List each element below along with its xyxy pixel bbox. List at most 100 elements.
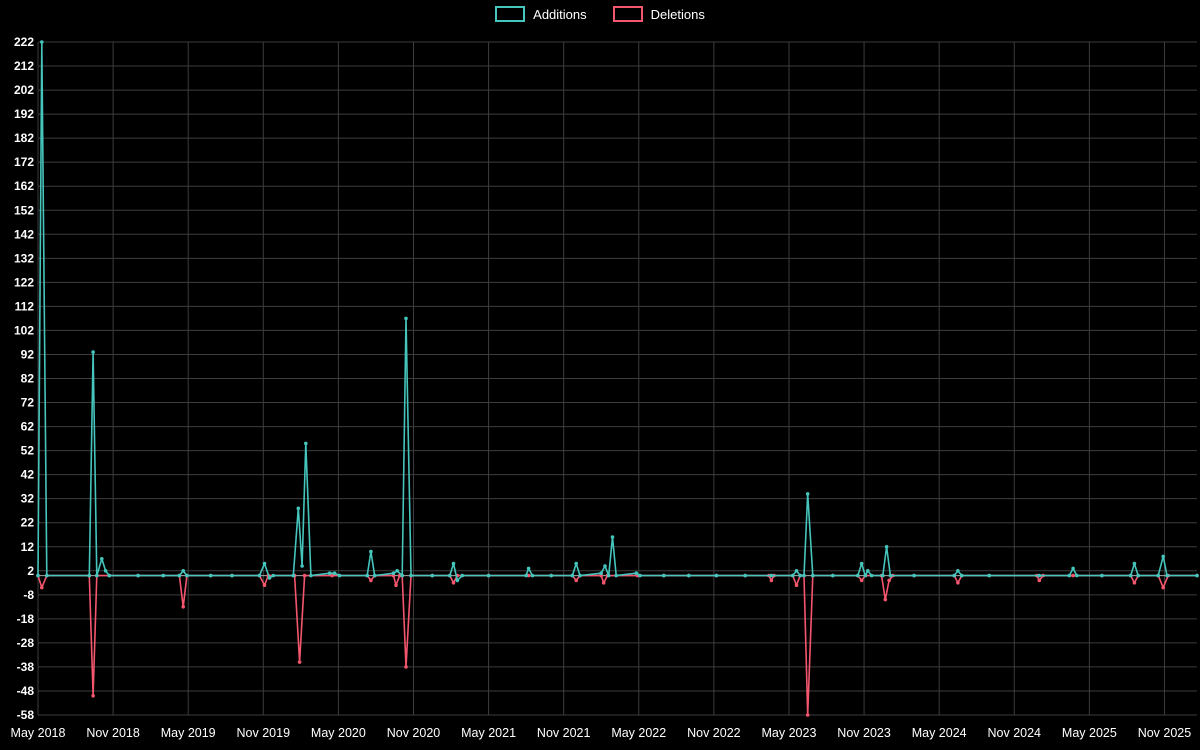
y-tick-label: 12	[21, 540, 35, 554]
data-point-deletions	[887, 578, 891, 583]
y-tick-label: 132	[14, 251, 34, 265]
y-tick-label: 102	[14, 323, 34, 337]
data-point-additions	[91, 350, 95, 354]
data-point-additions	[574, 561, 578, 566]
data-point-additions	[95, 573, 99, 578]
data-point-additions	[451, 561, 456, 566]
legend-item-deletions[interactable]: Deletions	[612, 6, 705, 22]
data-point-deletions	[181, 605, 185, 609]
data-point-additions	[956, 569, 960, 573]
data-point-deletions	[805, 713, 810, 717]
data-point-additions	[181, 569, 185, 573]
data-point-additions	[296, 506, 301, 511]
data-point-additions	[1067, 573, 1072, 578]
data-point-additions	[136, 573, 140, 578]
data-point-additions	[987, 573, 991, 578]
data-point-additions	[1132, 561, 1137, 566]
data-point-additions	[1071, 566, 1075, 571]
y-tick-label: 222	[14, 35, 34, 49]
data-point-additions	[1165, 573, 1169, 578]
x-tick-label: Nov 2024	[988, 726, 1042, 740]
data-point-additions	[524, 573, 528, 578]
x-tick-label: May 2018	[11, 726, 66, 740]
data-point-additions	[409, 573, 413, 578]
x-tick-label: May 2022	[611, 726, 666, 740]
legend-label-deletions: Deletions	[650, 6, 705, 22]
data-point-deletions	[859, 578, 864, 583]
data-point-deletions	[601, 581, 606, 585]
y-tick-label: -28	[17, 636, 35, 650]
data-point-additions	[634, 571, 639, 575]
y-tick-label: 92	[21, 347, 35, 361]
y-tick-label: 22	[21, 516, 35, 530]
data-point-additions	[549, 573, 553, 578]
data-point-additions	[87, 573, 92, 578]
data-point-deletions	[40, 585, 44, 590]
data-point-additions	[912, 573, 916, 578]
data-point-deletions	[1132, 581, 1137, 585]
data-point-additions	[448, 573, 452, 578]
data-point-additions	[1161, 554, 1165, 559]
data-point-deletions	[404, 665, 408, 669]
data-point-additions	[271, 573, 276, 578]
x-tick-label: Nov 2018	[86, 726, 140, 740]
y-tick-label: -48	[17, 684, 35, 698]
data-point-additions	[530, 573, 535, 578]
data-point-additions	[714, 573, 719, 578]
data-point-additions	[863, 573, 868, 578]
series-line-deletions	[37, 574, 1197, 716]
data-point-additions	[769, 573, 774, 578]
data-point-additions	[610, 535, 615, 539]
x-tick-label: May 2019	[161, 726, 216, 740]
data-point-additions	[881, 573, 885, 578]
y-tick-label: 142	[14, 227, 34, 241]
x-tick-label: Nov 2020	[387, 726, 441, 740]
y-tick-label: 62	[21, 420, 35, 434]
data-point-additions	[1136, 573, 1140, 578]
y-tick-label: -58	[17, 708, 35, 722]
data-point-additions	[662, 573, 666, 578]
data-point-deletions	[526, 573, 531, 578]
x-tick-label: Nov 2023	[837, 726, 891, 740]
data-point-deletions	[1071, 573, 1075, 578]
additions-swatch-icon	[495, 6, 526, 22]
data-point-additions	[811, 573, 815, 578]
data-point-deletions	[394, 583, 398, 587]
y-tick-label: 182	[14, 131, 34, 145]
data-point-additions	[40, 40, 44, 44]
data-point-additions	[866, 569, 870, 573]
data-point-additions	[1195, 573, 1199, 578]
data-point-additions	[486, 573, 491, 578]
data-point-additions	[369, 549, 373, 554]
data-point-deletions	[956, 581, 960, 585]
y-tick-label: 2	[27, 564, 34, 578]
data-point-deletions	[369, 578, 373, 583]
legend-item-additions[interactable]: Additions	[495, 6, 587, 22]
y-tick-label: 162	[14, 179, 34, 193]
data-point-additions	[1037, 573, 1042, 578]
data-point-additions	[856, 573, 860, 578]
data-point-additions	[430, 573, 435, 578]
data-point-additions	[208, 573, 213, 578]
data-point-additions	[884, 545, 889, 549]
x-tick-label: May 2023	[762, 726, 817, 740]
data-point-deletions	[302, 573, 307, 578]
data-point-additions	[372, 573, 377, 578]
y-tick-label: -18	[17, 612, 35, 626]
data-point-additions	[309, 573, 313, 578]
y-tick-label: -8	[23, 588, 34, 602]
y-tick-label: 42	[21, 468, 35, 482]
data-point-additions	[888, 573, 893, 578]
data-point-additions	[805, 492, 810, 496]
data-point-additions	[300, 564, 304, 568]
y-tick-label: 172	[14, 155, 34, 169]
data-point-additions	[859, 561, 864, 566]
data-point-additions	[103, 569, 108, 573]
data-point-additions	[327, 571, 332, 575]
data-point-additions	[794, 569, 799, 573]
x-tick-label: May 2025	[1062, 726, 1117, 740]
data-point-additions	[262, 561, 267, 566]
data-point-additions	[578, 573, 582, 578]
data-point-additions	[455, 578, 460, 583]
